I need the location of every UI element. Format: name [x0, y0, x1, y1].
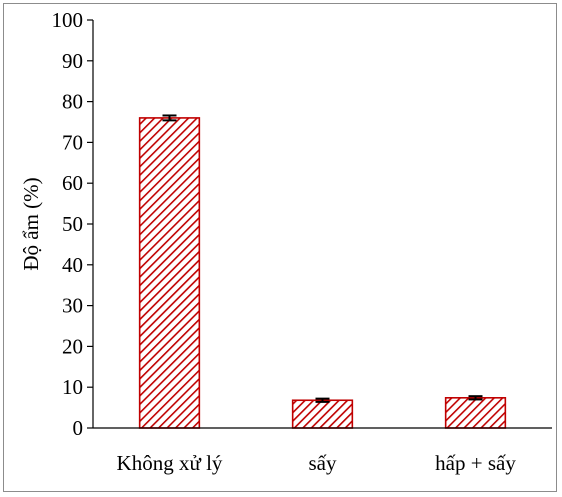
y-tick-label: 40 [62, 253, 83, 277]
y-tick-label: 50 [62, 212, 83, 236]
y-tick-label: 10 [62, 375, 83, 399]
y-tick-label: 80 [62, 90, 83, 114]
x-axis-labels: Không xử lý sấy hấp + sấy [117, 451, 517, 475]
error-bar [468, 395, 483, 401]
y-tick-label: 0 [73, 416, 84, 440]
error-bar [315, 397, 330, 403]
bar [138, 117, 201, 429]
y-tick-label: 30 [62, 294, 83, 318]
bar [444, 397, 507, 429]
x-category-label: sấy [309, 451, 337, 475]
x-category-label: Không xử lý [117, 451, 223, 475]
y-tick-label: 60 [62, 171, 83, 195]
bars [138, 114, 507, 429]
y-tick-label: 20 [62, 334, 83, 358]
y-axis-title: Độ ẩm (%) [19, 177, 43, 270]
y-tick-label: 70 [62, 130, 83, 154]
y-axis-ticks: 0 10 20 30 40 50 60 70 80 90 100 [52, 8, 93, 440]
error-bar [162, 114, 177, 122]
bar [291, 399, 354, 429]
y-tick-label: 90 [62, 49, 83, 73]
y-tick-label: 100 [52, 8, 84, 32]
x-category-label: hấp + sấy [435, 451, 516, 475]
